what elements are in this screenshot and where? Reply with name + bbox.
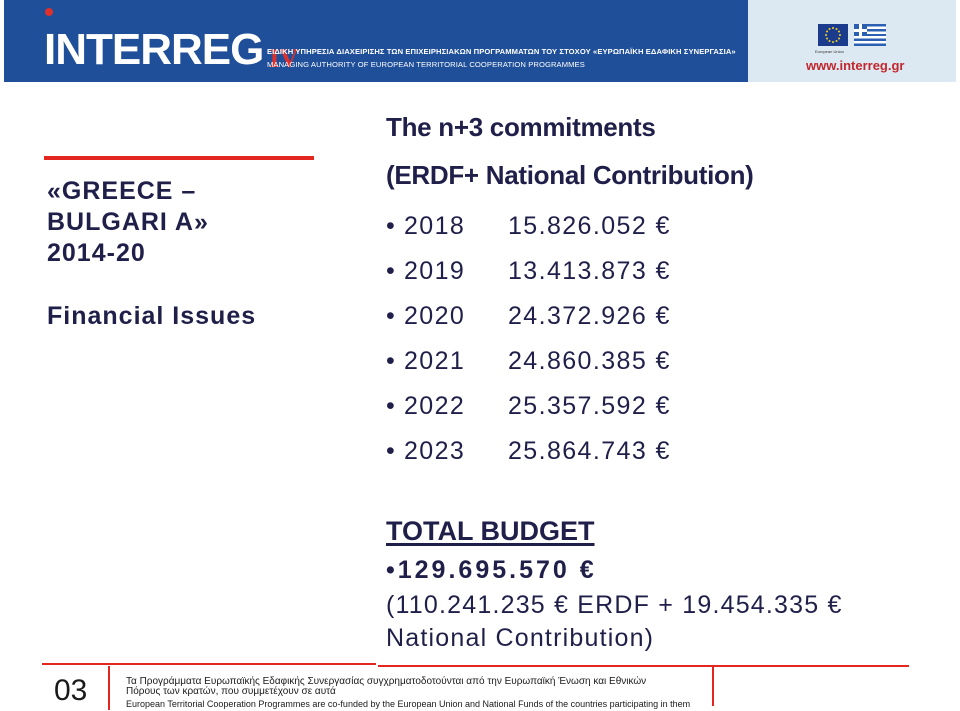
footer-note-greek: Τα Προγράμματα Ευρωπαϊκής Εδαφικής Συνερ… xyxy=(126,676,647,697)
programme-title-line: «GREECE – xyxy=(47,177,197,205)
commitment-amount: 25.357.592 € xyxy=(508,392,671,420)
section-subtitle: Financial Issues xyxy=(47,302,257,330)
commitment-year: 2023 xyxy=(404,437,466,465)
commitment-year: 2019 xyxy=(404,257,466,285)
list-item: • 2020 24.372.926 € xyxy=(386,294,671,339)
bullet: • xyxy=(386,302,397,330)
commitments-list: • 2018 15.826.052 € • 2019 13.413.873 € … xyxy=(386,204,671,474)
bullet: • xyxy=(386,392,397,420)
logo-dot-icon xyxy=(45,8,53,16)
commitment-amount: 13.413.873 € xyxy=(508,257,671,285)
slide-subtitle: (ERDF+ National Contribution) xyxy=(386,160,754,190)
list-item: • 2022 25.357.592 € xyxy=(386,384,671,429)
bullet: • xyxy=(386,437,397,465)
list-item: • 2023 25.864.743 € xyxy=(386,429,671,474)
total-budget-value: •129.695.570 € xyxy=(386,556,597,584)
commitment-amount: 24.372.926 € xyxy=(508,302,671,330)
accent-divider xyxy=(44,156,314,160)
bullet: • xyxy=(386,347,397,375)
commitment-year: 2022 xyxy=(404,392,466,420)
list-item: • 2018 15.826.052 € xyxy=(386,204,671,249)
list-item: • 2019 13.413.873 € xyxy=(386,249,671,294)
website-link[interactable]: www.interreg.gr xyxy=(806,58,905,73)
programme-title: «GREECE – BULGARI A» 2014-20 xyxy=(47,176,209,269)
bullet: • xyxy=(386,212,397,240)
commitment-amount: 25.864.743 € xyxy=(508,437,671,465)
total-budget-breakdown: (110.241.235 € ERDF + 19.454.335 € xyxy=(386,591,843,619)
footer-note-english: European Territorial Cooperation Program… xyxy=(126,699,691,709)
authority-greek: ΕΙΔΙΚΗ ΥΠΗΡΕΣΙΑ ΔΙΑΧΕΙΡΙΣΗΣ ΤΩΝ ΕΠΙΧΕΙΡΗ… xyxy=(267,47,736,56)
bullet: • xyxy=(386,257,397,285)
list-item: • 2021 24.860.385 € xyxy=(386,339,671,384)
authority-english: MANAGING AUTHORITY OF EUROPEAN TERRITORI… xyxy=(267,60,585,69)
footer-separator xyxy=(108,666,110,710)
eu-caption: European Union xyxy=(815,49,844,54)
greek-flag-icon xyxy=(854,24,886,46)
eu-flag-icon xyxy=(818,24,848,46)
programme-title-line: BULGARI A» xyxy=(47,208,209,236)
programme-title-line: 2014-20 xyxy=(47,239,146,267)
slide-title: The n+3 commitments xyxy=(386,112,656,142)
logo-suffix: IV xyxy=(269,44,299,73)
footer-divider xyxy=(378,665,909,667)
commitment-year: 2021 xyxy=(404,347,466,375)
brand-box xyxy=(748,0,956,82)
total-budget-heading: TOTAL BUDGET xyxy=(386,516,595,546)
commitment-year: 2020 xyxy=(404,302,466,330)
commitment-amount: 15.826.052 € xyxy=(508,212,671,240)
footer-divider xyxy=(42,663,376,665)
total-budget-breakdown-cont: National Contribution) xyxy=(386,624,655,652)
page-number: 03 xyxy=(54,674,88,707)
header-banner: INTERREG IV ΕΙΔΙΚΗ ΥΠΗΡΕΣΙΑ ΔΙΑΧΕΙΡΙΣΗΣ … xyxy=(4,0,748,82)
commitment-amount: 24.860.385 € xyxy=(508,347,671,375)
logo-text: INTERREG xyxy=(44,25,264,74)
commitment-year: 2018 xyxy=(404,212,466,240)
interreg-logo: INTERREG IV xyxy=(44,8,299,74)
footer-separator xyxy=(712,666,714,706)
